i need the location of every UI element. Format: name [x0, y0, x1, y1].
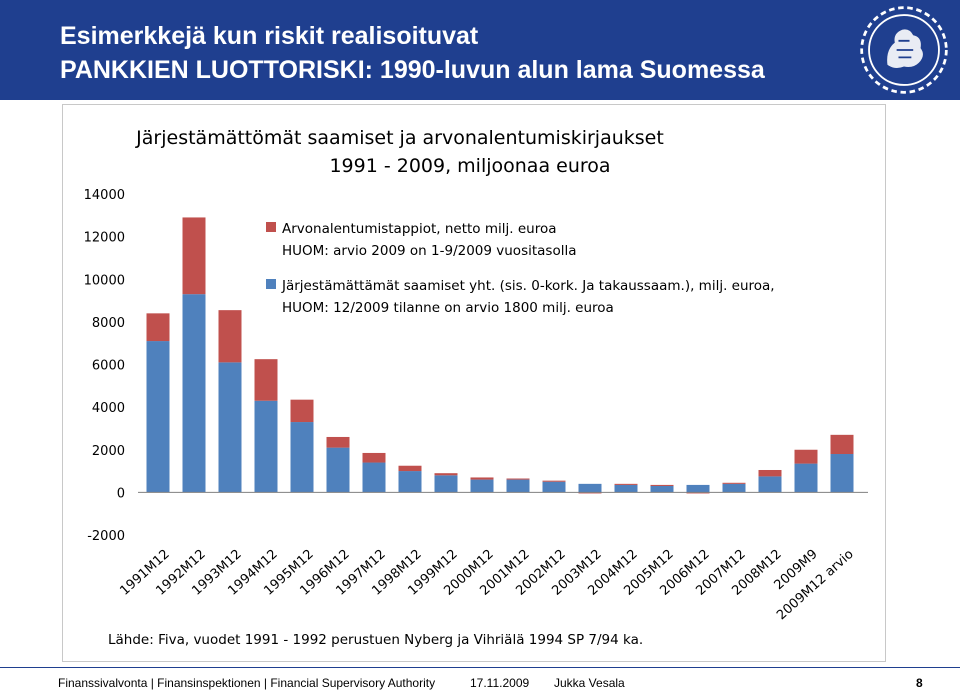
footer-page-number: 8	[916, 676, 923, 690]
y-tick-label: 8000	[92, 316, 125, 331]
legend-label-blue: Järjestämättämät saamiset yht. (sis. 0-k…	[281, 278, 775, 294]
bar-blue	[542, 481, 566, 493]
y-axis: -2000 0 2000 4000 6000 8000 10000 12000 14000	[84, 188, 125, 544]
bar-blue	[830, 454, 854, 493]
slide-header: Esimerkkejä kun riskit realisoituvat PAN…	[0, 0, 960, 100]
bar-red	[362, 452, 386, 463]
bar-blue	[722, 483, 746, 493]
bar-red	[290, 399, 314, 423]
legend-label-red: Arvonalentumistappiot, netto milj. euroa	[282, 221, 556, 237]
slide-title-line2: PANKKIEN LUOTTORISKI: 1990-luvun alun la…	[60, 56, 765, 84]
chart-title-line1: Järjestämättömät saamiset ja arvonalentu…	[135, 127, 664, 149]
y-tick-label: 12000	[84, 231, 125, 246]
bar-red	[326, 436, 350, 448]
chart-title-line2: 1991 - 2009, miljoonaa euroa	[329, 155, 610, 177]
y-tick-label: 2000	[92, 444, 125, 459]
bar-red	[650, 484, 674, 486]
y-tick-label: 10000	[84, 273, 125, 288]
bar-blue	[578, 483, 602, 493]
bar-red	[686, 492, 710, 494]
bar-blue	[758, 476, 782, 493]
legend-note-red: HUOM: arvio 2009 on 1-9/2009 vuositasoll…	[282, 243, 576, 259]
bar-blue	[398, 471, 422, 493]
bar-red	[614, 483, 638, 485]
y-tick-label: -2000	[87, 529, 125, 544]
y-tick-label: 0	[117, 486, 125, 501]
bar-blue	[254, 400, 278, 493]
footer-date: 17.11.2009	[470, 676, 530, 690]
bar-blue	[146, 341, 170, 493]
y-tick-label: 4000	[92, 401, 125, 416]
bar-red	[542, 480, 566, 482]
legend-swatch-blue	[266, 279, 276, 289]
bar-red	[182, 217, 206, 295]
bar-red	[434, 473, 458, 476]
bar-red	[758, 469, 782, 477]
bar-blue	[326, 447, 350, 493]
lion-crest-icon	[860, 6, 948, 94]
bar-red	[794, 449, 818, 464]
bar-red	[218, 310, 242, 363]
bar-blue	[794, 463, 818, 493]
bar-red	[398, 465, 422, 472]
footer-author: Jukka Vesala	[554, 676, 625, 690]
chart-source: Lähde: Fiva, vuodet 1991 - 1992 perustue…	[108, 632, 643, 648]
bar-blue	[614, 484, 638, 493]
bar-red	[506, 478, 530, 480]
legend: Arvonalentumistappiot, netto milj. euroa…	[266, 221, 775, 316]
bar-series	[146, 217, 854, 494]
bar-blue	[362, 462, 386, 493]
bar-red	[146, 313, 170, 342]
bar-red	[254, 359, 278, 401]
bar-blue	[218, 362, 242, 493]
bar-red	[722, 482, 746, 484]
slide-title-line1: Esimerkkejä kun riskit realisoituvat	[60, 22, 479, 50]
y-tick-label: 6000	[92, 359, 125, 374]
bar-blue	[434, 475, 458, 493]
legend-swatch-red	[266, 222, 276, 232]
bar-blue	[470, 479, 494, 493]
footer-organization: Finanssivalvonta | Finansinspektionen | …	[58, 676, 436, 690]
legend-note-blue: HUOM: 12/2009 tilanne on arvio 1800 milj…	[282, 300, 614, 316]
bar-blue	[506, 479, 530, 493]
y-tick-label: 14000	[84, 188, 125, 203]
bar-blue	[290, 422, 314, 493]
x-axis: 1991M121992M121993M121994M121995M121996M…	[117, 547, 856, 623]
bar-red	[830, 434, 854, 455]
bar-blue	[650, 485, 674, 493]
bar-red	[578, 492, 602, 494]
bar-blue	[686, 484, 710, 493]
footer-divider	[0, 667, 960, 668]
bar-blue	[182, 294, 206, 493]
bar-red	[470, 477, 494, 480]
